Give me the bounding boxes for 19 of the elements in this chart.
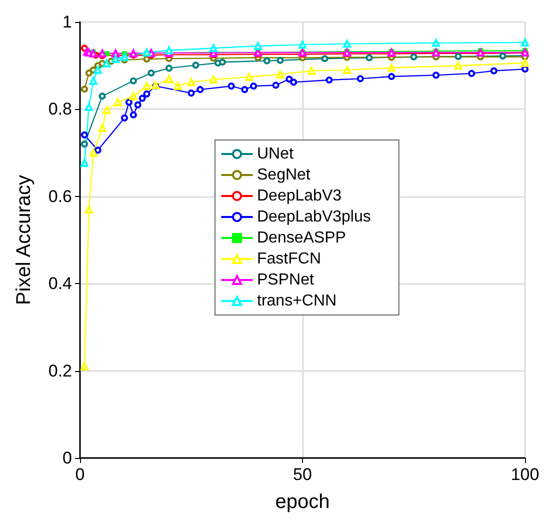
legend-label: FastFCN — [257, 250, 321, 268]
legend-label: trans+CNN — [257, 292, 337, 310]
legend-label: UNet — [257, 146, 294, 162]
legend-label: PSPNet — [257, 272, 314, 288]
legend-label: SegNet — [257, 166, 311, 184]
legend-label: DenseASPP — [257, 230, 346, 246]
y-tick-label: 0.2 — [48, 361, 72, 380]
y-axis-title: Pixel Accuracy — [13, 174, 35, 306]
x-tick-label: 100 — [510, 465, 540, 484]
y-tick-label: 0.6 — [48, 186, 72, 206]
y-tick-label: 0 — [62, 448, 72, 468]
y-tick-label: 0.4 — [48, 274, 72, 294]
y-tick-label: 1 — [62, 12, 72, 32]
x-axis-title: epoch — [275, 491, 330, 513]
y-tick-label: 0.8 — [48, 100, 72, 119]
x-tick-label: 0 — [75, 465, 85, 484]
legend-label: DeepLabV3plus — [257, 208, 371, 226]
legend-label: DeepLabV3 — [257, 188, 342, 204]
x-tick-label: 50 — [293, 465, 312, 484]
